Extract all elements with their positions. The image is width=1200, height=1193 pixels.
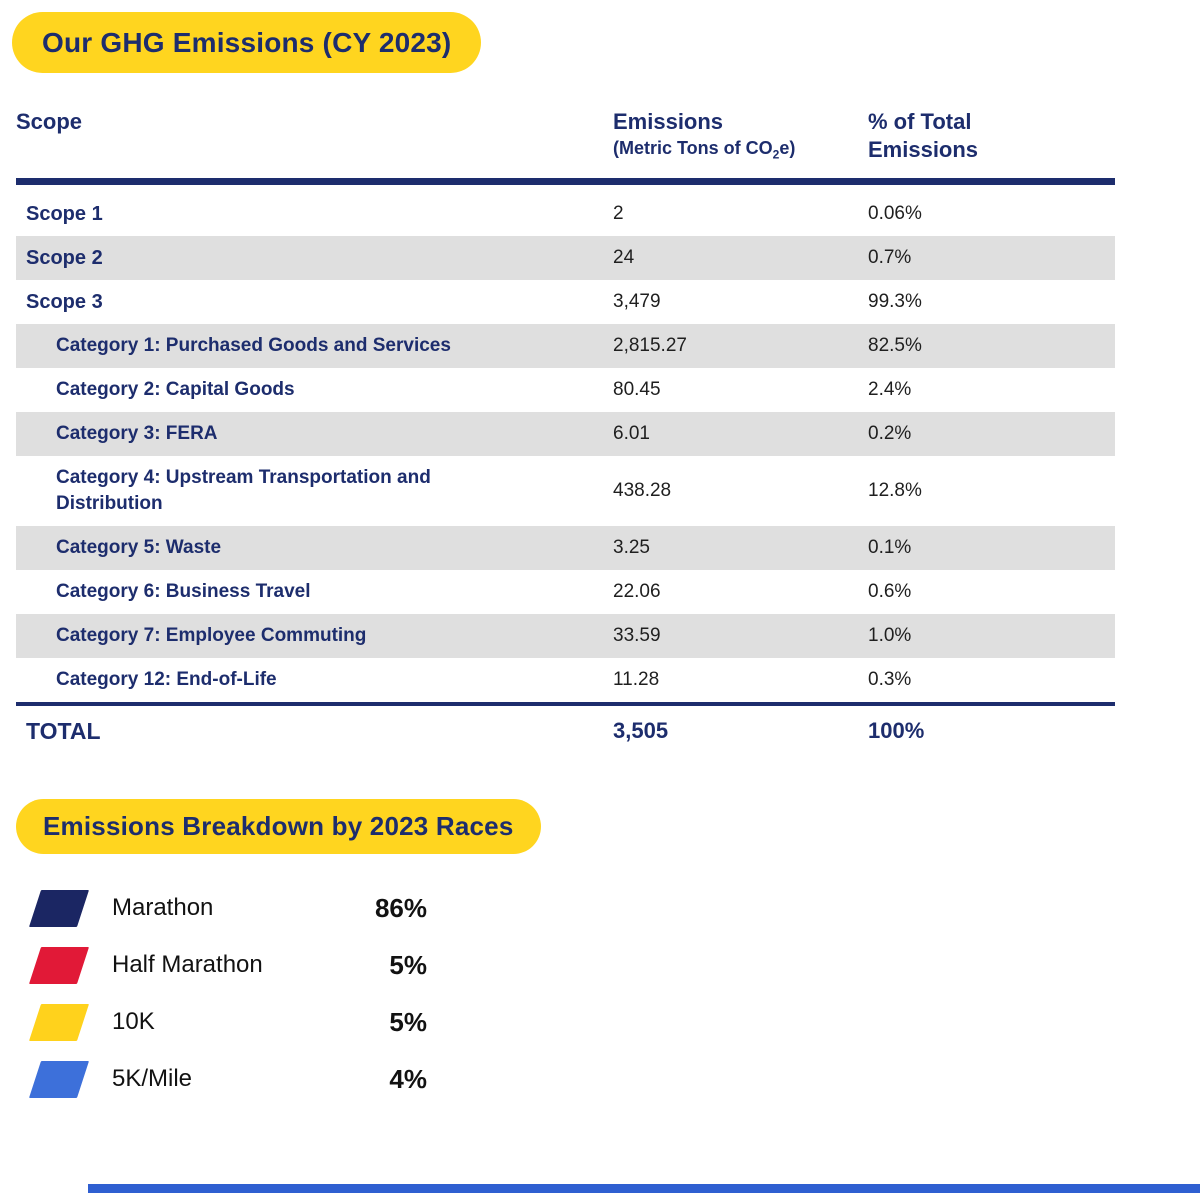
table-row: Category 5: Waste 3.25 0.1% (16, 526, 1115, 570)
races-legend: Marathon 86% Half Marathon 5% 10K 5% 5K/Mile 4% (28, 888, 427, 1099)
row-scope-label: Category 7: Employee Commuting (56, 625, 367, 646)
bottom-edge-partial-bar (88, 1184, 1200, 1193)
legend-swatch-icon (28, 946, 90, 984)
col-header-percent-line1: % of Total (868, 109, 972, 134)
table-row: Category 7: Employee Commuting 33.59 1.0% (16, 614, 1115, 658)
row-emissions-value: 24 (613, 247, 635, 268)
legend-label: 10K (112, 1008, 155, 1035)
table-header-rule (16, 178, 1115, 185)
col-header-emissions-unit: (Metric Tons of CO2e) (613, 138, 796, 162)
col-header-scope: Scope (16, 109, 83, 134)
table-row: Category 4: Upstream Transportation and … (16, 456, 1115, 526)
ghg-section-badge: Our GHG Emissions (CY 2023) (12, 12, 482, 73)
row-percent-value: 0.3% (868, 669, 912, 690)
legend-value: 5% (389, 949, 427, 980)
row-emissions-value: 33.59 (613, 625, 661, 646)
legend-item: 5K/Mile 4% (28, 1059, 427, 1099)
col-header-emissions: Emissions (Metric Tons of CO2e) (613, 108, 868, 167)
row-percent-value: 0.06% (868, 203, 922, 224)
row-emissions-value: 3,479 (613, 291, 661, 312)
legend-value: 4% (389, 1063, 427, 1094)
row-emissions-value: 6.01 (613, 423, 650, 444)
row-scope-label: Category 1: Purchased Goods and Services (56, 335, 451, 356)
row-emissions-value: 438.28 (613, 480, 672, 501)
table-row: Category 12: End-of-Life 11.28 0.3% (16, 658, 1115, 702)
row-emissions-value: 11.28 (613, 669, 660, 690)
total-label: TOTAL (26, 717, 101, 744)
row-scope-label: Category 5: Waste (56, 537, 222, 558)
table-header-row: Scope Emissions (Metric Tons of CO2e) % … (16, 105, 1115, 174)
races-section-badge: Emissions Breakdown by 2023 Races (16, 799, 541, 854)
row-emissions-value: 80.45 (613, 379, 661, 400)
row-scope-label: Category 4: Upstream Transportation and … (56, 467, 431, 514)
emissions-table: Scope Emissions (Metric Tons of CO2e) % … (16, 105, 1115, 755)
row-scope-label: Scope 3 (26, 291, 103, 313)
row-percent-value: 12.8% (868, 480, 922, 501)
legend-swatch-icon (28, 1060, 90, 1098)
table-total-rule (16, 702, 1115, 706)
col-header-percent: % of Total Emissions (868, 108, 1115, 164)
row-emissions-value: 3.25 (613, 537, 650, 558)
table-row: Category 2: Capital Goods 80.45 2.4% (16, 368, 1115, 412)
row-emissions-value: 2 (613, 203, 624, 224)
row-percent-value: 0.1% (868, 537, 912, 558)
row-scope-label: Category 3: FERA (56, 423, 218, 444)
row-percent-value: 1.0% (868, 625, 912, 646)
total-emissions-value: 3,505 (613, 717, 669, 743)
row-scope-label: Scope 1 (26, 203, 103, 225)
row-percent-value: 0.2% (868, 423, 912, 444)
row-scope-label: Category 12: End-of-Life (56, 669, 277, 690)
legend-value: 86% (374, 892, 427, 923)
table-row: Category 6: Business Travel 22.06 0.6% (16, 570, 1115, 614)
table-row: Category 3: FERA 6.01 0.2% (16, 412, 1115, 456)
legend-swatch-icon (28, 1003, 90, 1041)
row-emissions-value: 22.06 (613, 581, 661, 602)
row-scope-label: Category 6: Business Travel (56, 581, 311, 602)
legend-item: Marathon 86% (28, 888, 427, 928)
row-percent-value: 99.3% (868, 291, 922, 312)
row-percent-value: 0.6% (868, 581, 912, 602)
legend-swatch-icon (28, 889, 90, 927)
legend-label: Half Marathon (112, 951, 263, 978)
table-row: Scope 3 3,479 99.3% (16, 280, 1115, 324)
legend-label: 5K/Mile (112, 1065, 193, 1092)
legend-value: 5% (389, 1006, 427, 1037)
row-percent-value: 0.7% (868, 247, 912, 268)
legend-label: Marathon (112, 894, 214, 921)
col-header-percent-line2: Emissions (868, 137, 979, 162)
legend-item: 10K 5% (28, 1002, 427, 1042)
row-emissions-value: 2,815.27 (613, 335, 687, 356)
races-section-title: Emissions Breakdown by 2023 Races (43, 811, 514, 841)
row-scope-label: Scope 2 (26, 247, 103, 269)
table-total-row: TOTAL 3,505 100% (16, 706, 1115, 755)
table-row: Scope 1 2 0.06% (16, 192, 1115, 236)
ghg-section-title: Our GHG Emissions (CY 2023) (42, 27, 452, 58)
row-percent-value: 2.4% (868, 379, 912, 400)
row-percent-value: 82.5% (868, 335, 922, 356)
row-scope-label: Category 2: Capital Goods (56, 379, 295, 400)
total-percent-value: 100% (868, 717, 925, 743)
table-row: Scope 2 24 0.7% (16, 236, 1115, 280)
table-body: Scope 1 2 0.06% Scope 2 24 0.7% Scope 3 3,479 99… (16, 192, 1115, 702)
legend-item: Half Marathon 5% (28, 945, 427, 985)
table-row: Category 1: Purchased Goods and Services… (16, 324, 1115, 368)
col-header-emissions-title: Emissions (613, 109, 724, 134)
